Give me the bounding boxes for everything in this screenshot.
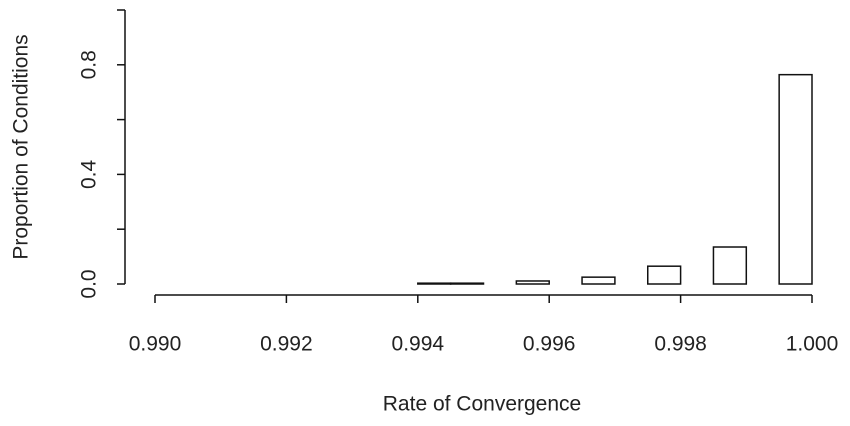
- y-tick-label: 0.4: [78, 159, 101, 189]
- x-tick-label: 0.996: [523, 333, 576, 356]
- bar: [417, 282, 452, 285]
- bar: [515, 280, 550, 285]
- x-tick-label: 0.994: [392, 333, 445, 356]
- y-axis-title: Proportion of Conditions: [10, 34, 33, 259]
- x-tick-label: 1.000: [786, 333, 839, 356]
- y-tick-label: 0.0: [78, 269, 101, 298]
- bar: [581, 276, 616, 285]
- x-axis-title: Rate of Convergence: [383, 393, 581, 416]
- x-tick-label: 0.990: [129, 333, 182, 356]
- bar: [712, 246, 748, 285]
- x-tick-label: 0.998: [654, 333, 707, 356]
- bar: [449, 282, 485, 285]
- bar: [647, 265, 682, 285]
- bar: [778, 73, 813, 285]
- x-tick-label: 0.992: [260, 333, 313, 356]
- y-tick-label: 0.8: [78, 50, 101, 79]
